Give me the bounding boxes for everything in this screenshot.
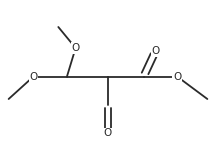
Text: O: O: [29, 72, 38, 81]
Text: O: O: [71, 43, 80, 53]
Text: O: O: [104, 129, 112, 138]
Text: O: O: [173, 72, 181, 81]
Text: O: O: [151, 46, 160, 56]
